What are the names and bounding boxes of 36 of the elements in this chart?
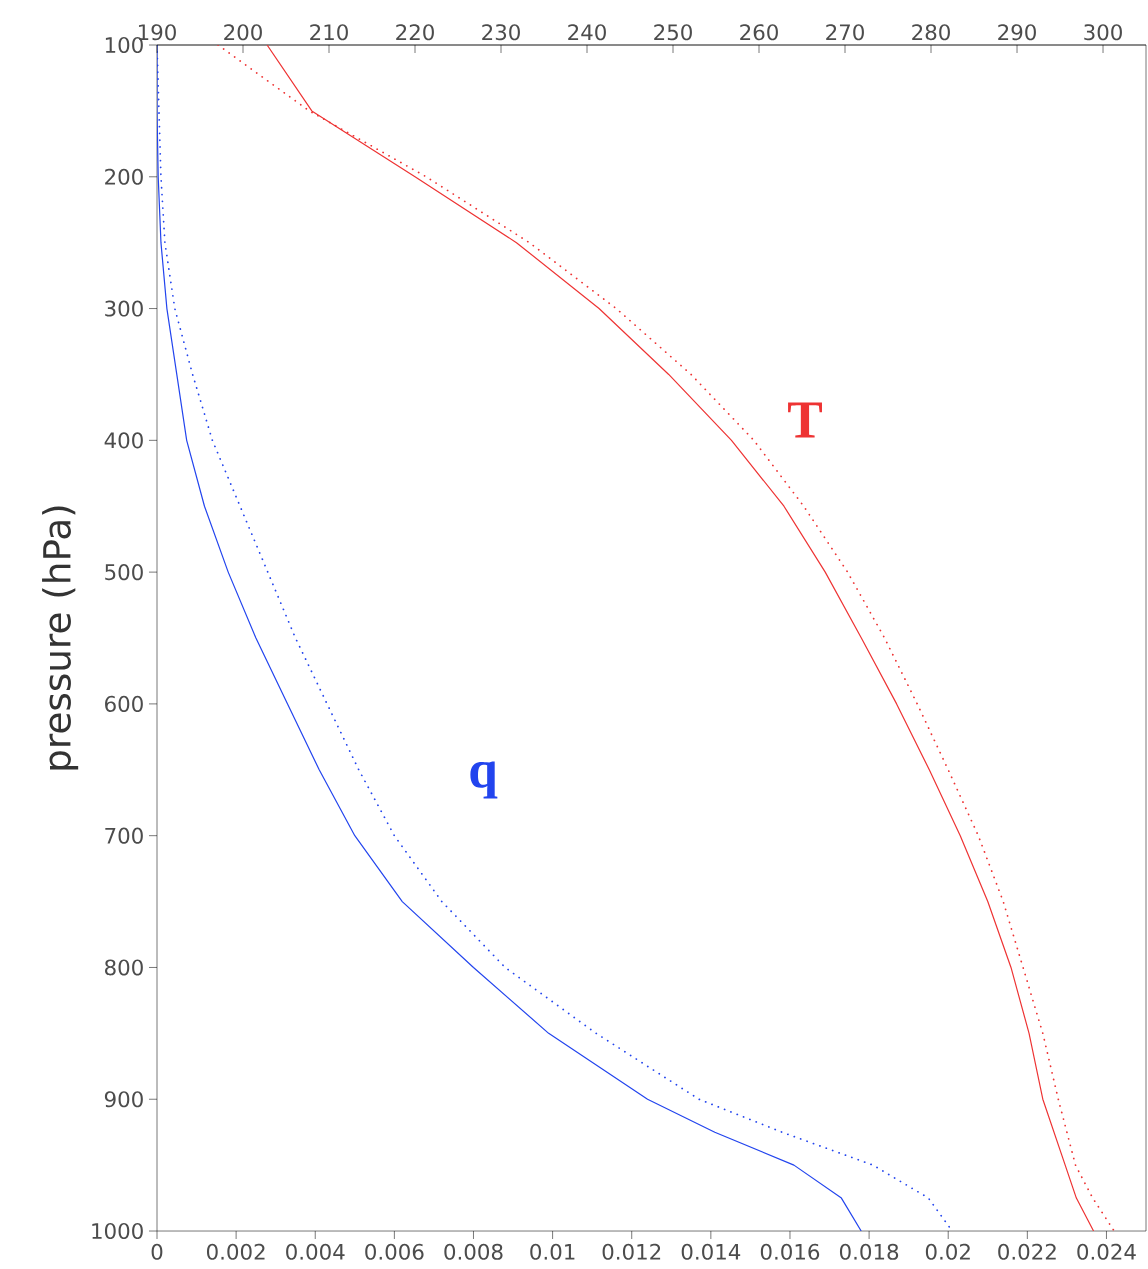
y-tick-label: 900 <box>104 1091 143 1108</box>
x-tick-label: 0.02 <box>925 1243 970 1260</box>
y-tick-label: 800 <box>105 959 143 976</box>
x-tick-label: 0.018 <box>839 1243 899 1260</box>
x-tick-label: 0.016 <box>760 1243 820 1260</box>
x2-tick-label: 270 <box>826 24 864 41</box>
x-tick-label: 0.012 <box>602 1243 661 1260</box>
y-tick-label: 1000 <box>92 1222 143 1240</box>
x-tick-label: 0.024 <box>1077 1243 1136 1260</box>
x2-tick-label: 220 <box>396 24 434 41</box>
y-tick-label: 500 <box>105 564 143 581</box>
x-tick-label: 0.008 <box>444 1243 503 1260</box>
x-tick-label: 0.006 <box>365 1243 424 1260</box>
x2-tick-label: 260 <box>740 24 778 41</box>
y-tick-label: 400 <box>104 432 143 449</box>
x2-tick-label: 280 <box>912 24 950 41</box>
y-tick-label: 300 <box>105 300 143 317</box>
x-tick-label: 0.01 <box>530 1243 575 1260</box>
x-tick-label: 0.002 <box>206 1243 265 1260</box>
annotation: T <box>788 402 822 438</box>
y-axis-title: pressure (hPa) <box>42 506 79 770</box>
x-tick-label: 0.022 <box>998 1243 1056 1260</box>
annotation: q <box>470 761 498 799</box>
x-tick-label: 0.004 <box>286 1243 345 1260</box>
x2-tick-label: 290 <box>998 24 1036 41</box>
x2-tick-label: 230 <box>482 24 520 41</box>
y-tick-label: 700 <box>105 827 143 844</box>
x2-tick-label: 240 <box>568 24 606 41</box>
x-tick-label: 0.014 <box>681 1243 741 1260</box>
x2-tick-label: 250 <box>654 24 692 41</box>
y-tick-label: 200 <box>105 168 143 185</box>
x2-tick-label: 300 <box>1084 24 1122 41</box>
x-tick-label: 0 <box>151 1243 163 1260</box>
y-tick-label: 600 <box>105 695 143 712</box>
x2-tick-label: 210 <box>310 24 348 41</box>
x2-tick-label: 200 <box>224 24 262 41</box>
